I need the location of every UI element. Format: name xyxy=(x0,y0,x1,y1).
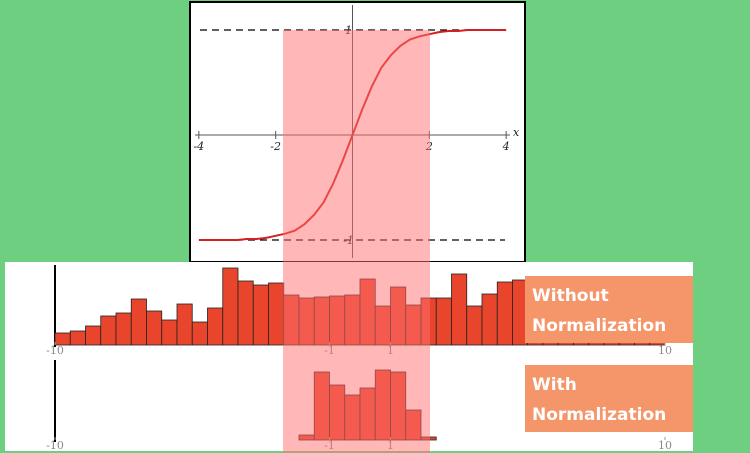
x-tick-label: 10 xyxy=(658,344,672,357)
bar xyxy=(481,293,498,346)
bar xyxy=(115,312,132,346)
annotation: Normalization xyxy=(532,405,666,425)
bar xyxy=(268,282,285,346)
x-axis-label: x xyxy=(513,126,520,139)
bar xyxy=(191,321,208,346)
x-tick-label: -10 xyxy=(46,439,64,452)
x-tick-label: -10 xyxy=(46,344,64,357)
annotation: Without xyxy=(532,286,609,306)
bar xyxy=(85,325,102,346)
bar xyxy=(237,280,254,346)
highlight-band xyxy=(283,30,430,453)
bar xyxy=(466,305,483,346)
annotation-box xyxy=(525,276,693,343)
bar xyxy=(496,281,513,346)
bar xyxy=(222,267,239,346)
x-tick-label: 4 xyxy=(502,140,510,153)
annotation-box xyxy=(525,365,693,432)
bar xyxy=(176,303,193,346)
x-tick-label: 10 xyxy=(658,439,672,452)
bar xyxy=(207,307,224,346)
x-tick-label: -2 xyxy=(270,140,281,153)
bar xyxy=(69,330,86,346)
bar xyxy=(435,297,452,346)
bar xyxy=(451,273,468,346)
bar xyxy=(100,315,117,346)
bar xyxy=(130,298,147,346)
annotation: With xyxy=(532,375,577,395)
bar xyxy=(146,310,163,346)
bar xyxy=(161,319,178,346)
annotation: Normalization xyxy=(532,316,666,336)
bar xyxy=(252,284,269,346)
x-tick-label: -4 xyxy=(193,140,204,153)
